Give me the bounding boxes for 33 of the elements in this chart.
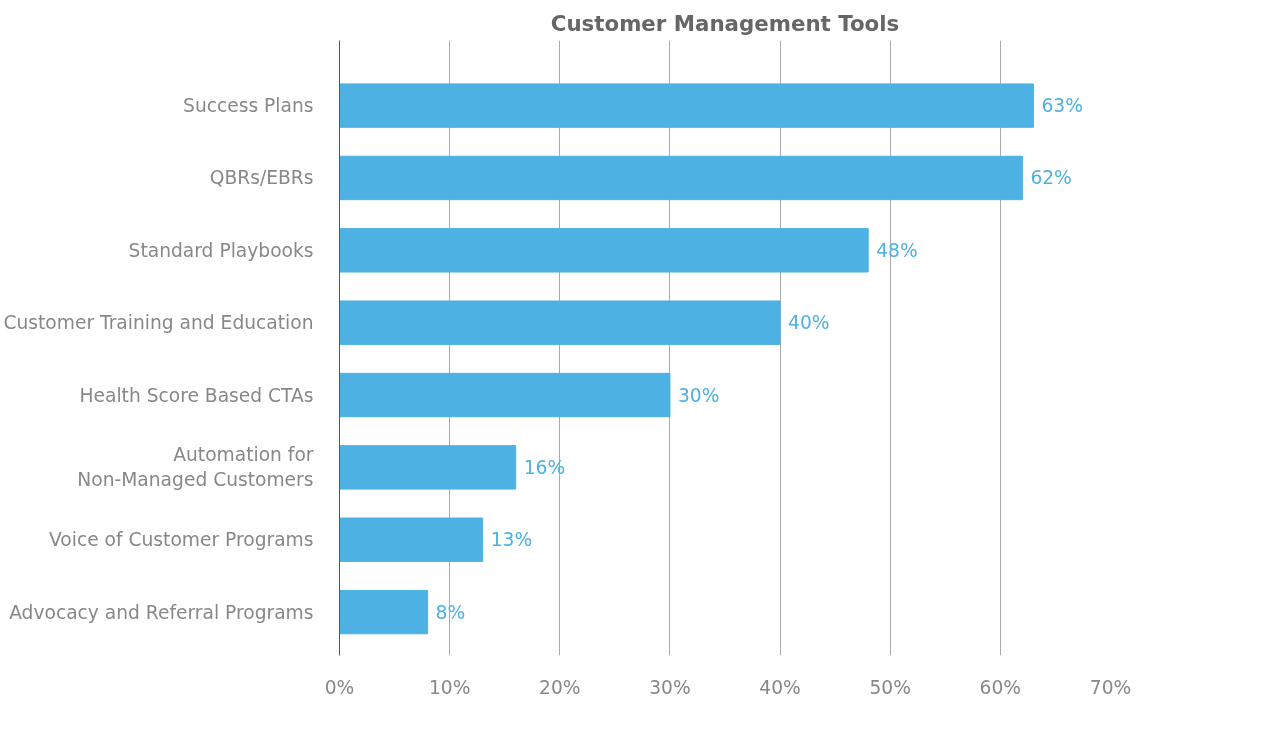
bar	[339, 83, 1034, 128]
bar	[339, 300, 781, 345]
bar	[339, 372, 671, 418]
y-tick-label: Success Plans	[183, 95, 314, 117]
y-tick-label: Health Score Based CTAs	[79, 384, 314, 406]
y-tick-label: Standard Playbooks	[128, 239, 314, 261]
bar	[339, 155, 1023, 201]
y-tick-label: QBRs/EBRs	[209, 167, 314, 189]
data-label: 16%	[523, 456, 566, 478]
x-tick-label: 40%	[759, 676, 801, 698]
bar	[339, 228, 869, 273]
data-label: 48%	[876, 239, 918, 261]
x-tick-label: 20%	[539, 676, 581, 698]
data-label: 30%	[677, 384, 720, 406]
bar	[339, 445, 517, 490]
data-label: 8%	[435, 601, 466, 623]
bar	[339, 589, 429, 635]
x-tick-label: 50%	[869, 676, 911, 698]
data-label: 62%	[1030, 167, 1072, 189]
x-tick-label: 70%	[1089, 676, 1132, 698]
y-tick-label: Voice of Customer Programs	[49, 529, 314, 551]
x-tick-label: 60%	[979, 676, 1022, 698]
y-tick-label: Customer Training and Education	[3, 312, 314, 334]
data-label: 40%	[788, 312, 830, 334]
data-label: 63%	[1041, 95, 1083, 117]
bar	[339, 517, 484, 562]
y-tick-label: Automation for Non-Managed Customers	[77, 444, 314, 491]
y-tick-label: Advocacy and Referral Programs	[9, 601, 314, 623]
x-tick-label: 10%	[428, 676, 471, 698]
x-tick-label: 0%	[324, 676, 355, 698]
x-tick-label: 30%	[649, 676, 691, 698]
data-label: 13%	[490, 529, 533, 551]
chart-title: Customer Management Tools	[550, 10, 900, 36]
